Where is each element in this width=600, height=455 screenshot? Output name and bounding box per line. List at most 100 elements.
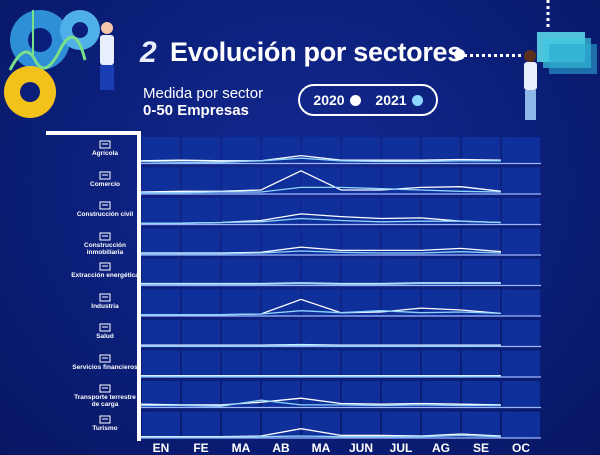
grid-cell — [462, 350, 500, 377]
series-line-2021 — [141, 434, 502, 438]
person-icon — [524, 50, 536, 62]
sector-label: Turismo — [70, 414, 140, 432]
sector-label: Transporte terrestre de carga — [70, 383, 140, 408]
grid-cell — [422, 259, 460, 286]
grid-cell — [502, 411, 540, 438]
series-line-2020 — [140, 170, 502, 193]
title-dotted-line — [459, 54, 521, 57]
grid-cell — [462, 411, 500, 438]
sector-label: Salud — [70, 322, 140, 340]
sector-name: Comercio — [90, 180, 120, 188]
grid-cell — [142, 350, 180, 377]
section-number: 2 — [140, 36, 157, 69]
grid-cell — [382, 350, 420, 377]
grid-cell — [382, 411, 420, 438]
month-tick-label: OC — [512, 441, 530, 455]
grid-cell — [302, 320, 340, 347]
legend: 2020 2021 — [298, 84, 438, 116]
sector-label: Industria — [70, 292, 140, 310]
grid-cell — [382, 137, 420, 164]
grid-cell — [182, 381, 220, 408]
tractor-icon — [99, 139, 111, 149]
axis-side-bar — [137, 131, 141, 441]
person-icon — [100, 35, 114, 65]
grid-cell — [142, 137, 180, 164]
month-tick-label: SE — [472, 441, 489, 455]
grid-cell — [342, 320, 380, 347]
sector-name: Industria — [91, 302, 119, 310]
sector-name: Servicios financieros — [72, 363, 138, 371]
energy-icon — [99, 261, 111, 271]
grid-cell — [262, 350, 300, 377]
health-icon — [99, 322, 111, 332]
series-line-2021 — [141, 186, 502, 194]
grid-cell — [262, 320, 300, 347]
grid-cell — [222, 137, 260, 164]
factory-icon — [99, 292, 111, 302]
grid-cell — [222, 320, 260, 347]
screens-illustration — [524, 0, 597, 120]
grid-cell — [502, 137, 540, 164]
grid-cell — [142, 167, 180, 194]
grid-cell — [222, 350, 260, 377]
series-line-2020 — [141, 246, 502, 254]
grid-cell — [342, 350, 380, 377]
grid-cell — [502, 381, 540, 408]
subtitle: Medida por sector — [143, 85, 264, 102]
sector-label: Comercio — [70, 170, 140, 188]
grid-cell — [222, 411, 260, 438]
month-tick-label: AG — [432, 441, 450, 455]
grid-cell — [502, 289, 540, 316]
grid-cell — [222, 289, 260, 316]
sector-label: Agrícola — [70, 139, 140, 157]
grid-cell — [502, 228, 540, 255]
series-line-2021 — [141, 217, 502, 224]
building-icon — [99, 200, 111, 210]
grid-cell — [182, 289, 220, 316]
grid-cell — [342, 137, 380, 164]
grid-cell — [302, 350, 340, 377]
grid-cell — [382, 198, 420, 225]
grid-cell — [182, 350, 220, 377]
axis-top-bar — [46, 131, 141, 135]
month-tick-label: AB — [272, 441, 290, 455]
grid-cell — [262, 259, 300, 286]
month-tick-label: JUN — [348, 441, 373, 455]
grid-cell — [262, 411, 300, 438]
sector-label: Construcción inmobiliaria — [70, 231, 140, 256]
grid-cell — [182, 259, 220, 286]
series-line-2021 — [141, 250, 502, 255]
grid-cell — [342, 411, 380, 438]
sector-name: Construcción inmobiliaria — [84, 241, 126, 256]
page-title: Evolución por sectores — [170, 37, 462, 67]
sector-label: Construcción civil — [70, 200, 140, 218]
grid-cell — [502, 167, 540, 194]
month-tick-label: MA — [311, 441, 331, 455]
subtitle-range: 0-50 Empresas — [143, 102, 249, 119]
grid-cell — [342, 259, 380, 286]
grid-cell — [182, 411, 220, 438]
grid-cell — [462, 320, 500, 347]
series-line-2021 — [141, 344, 501, 347]
month-tick-label: JUL — [389, 441, 413, 455]
series-line-2020 — [140, 154, 502, 162]
sector-name: Extracción energética — [71, 272, 139, 279]
grid-cell — [142, 320, 180, 347]
legend-label: 2021 — [375, 92, 407, 108]
legend-item-2021: 2021 — [375, 92, 423, 108]
grid-cell — [182, 228, 220, 255]
grid-cell — [422, 350, 460, 377]
sector-name: Salud — [96, 333, 114, 340]
tourism-icon — [99, 414, 111, 424]
series-line-2021 — [141, 282, 501, 285]
finance-icon — [99, 353, 111, 363]
grid-cell — [182, 137, 220, 164]
truck-icon — [99, 383, 111, 393]
series-line-2020 — [140, 397, 502, 406]
grid-cell — [262, 228, 300, 255]
sector-name: Agrícola — [91, 150, 118, 157]
grid-cell — [142, 228, 180, 255]
sector-name: Transporte terrestre de carga — [74, 394, 136, 408]
grid-cell — [182, 320, 220, 347]
